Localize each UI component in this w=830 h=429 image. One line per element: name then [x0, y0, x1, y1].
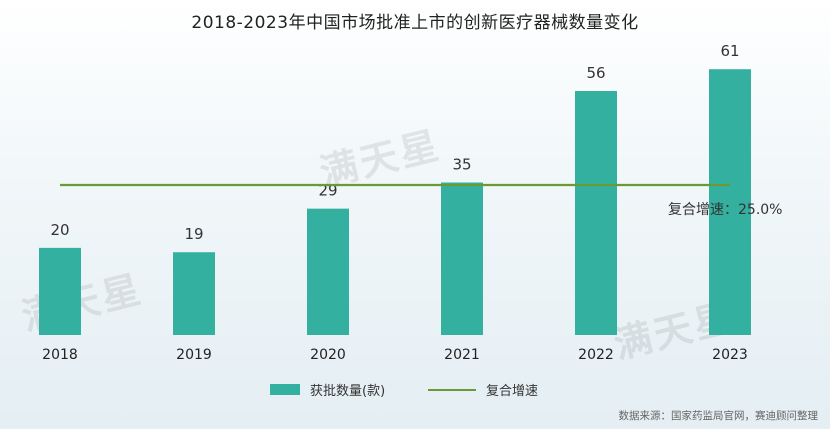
bar-2018: [39, 247, 81, 335]
x-tick-label-2021: 2021: [444, 347, 480, 363]
legend-item-bars: 获批数量(款): [270, 380, 385, 399]
legend: 获批数量(款) 复合增速: [0, 380, 830, 402]
bar-2022: [575, 91, 617, 335]
legend-line-swatch: [428, 388, 476, 391]
source-note: 数据来源：国家药监局官网，赛迪顾问整理: [618, 410, 819, 422]
legend-item-line: 复合增速: [428, 380, 538, 399]
bar-2019: [173, 252, 215, 335]
chart-title: 2018-2023年中国市场批准上市的创新医疗器械数量变化: [191, 13, 639, 33]
data-label-2022: 56: [586, 64, 605, 82]
legend-label: 获批数量(款): [310, 384, 386, 399]
bar-2021: [441, 182, 483, 335]
bar-2020: [307, 208, 349, 335]
x-tick-label-2023: 2023: [712, 347, 748, 363]
x-tick-label-2018: 2018: [42, 347, 78, 363]
data-label-2018: 20: [50, 221, 69, 239]
x-tick-label-2022: 2022: [578, 347, 614, 363]
x-tick-label-2020: 2020: [310, 347, 346, 363]
legend-bar-swatch: [270, 384, 300, 395]
legend-label: 复合增速: [486, 384, 539, 399]
data-label-2021: 35: [452, 156, 471, 174]
data-label-2019: 19: [184, 225, 203, 243]
growth-rate-label: 复合增速：25.0%: [668, 201, 782, 218]
data-label-2020: 29: [318, 182, 337, 200]
data-label-2023: 61: [720, 42, 739, 60]
bar-2023: [709, 69, 751, 335]
x-tick-label-2019: 2019: [176, 347, 212, 363]
